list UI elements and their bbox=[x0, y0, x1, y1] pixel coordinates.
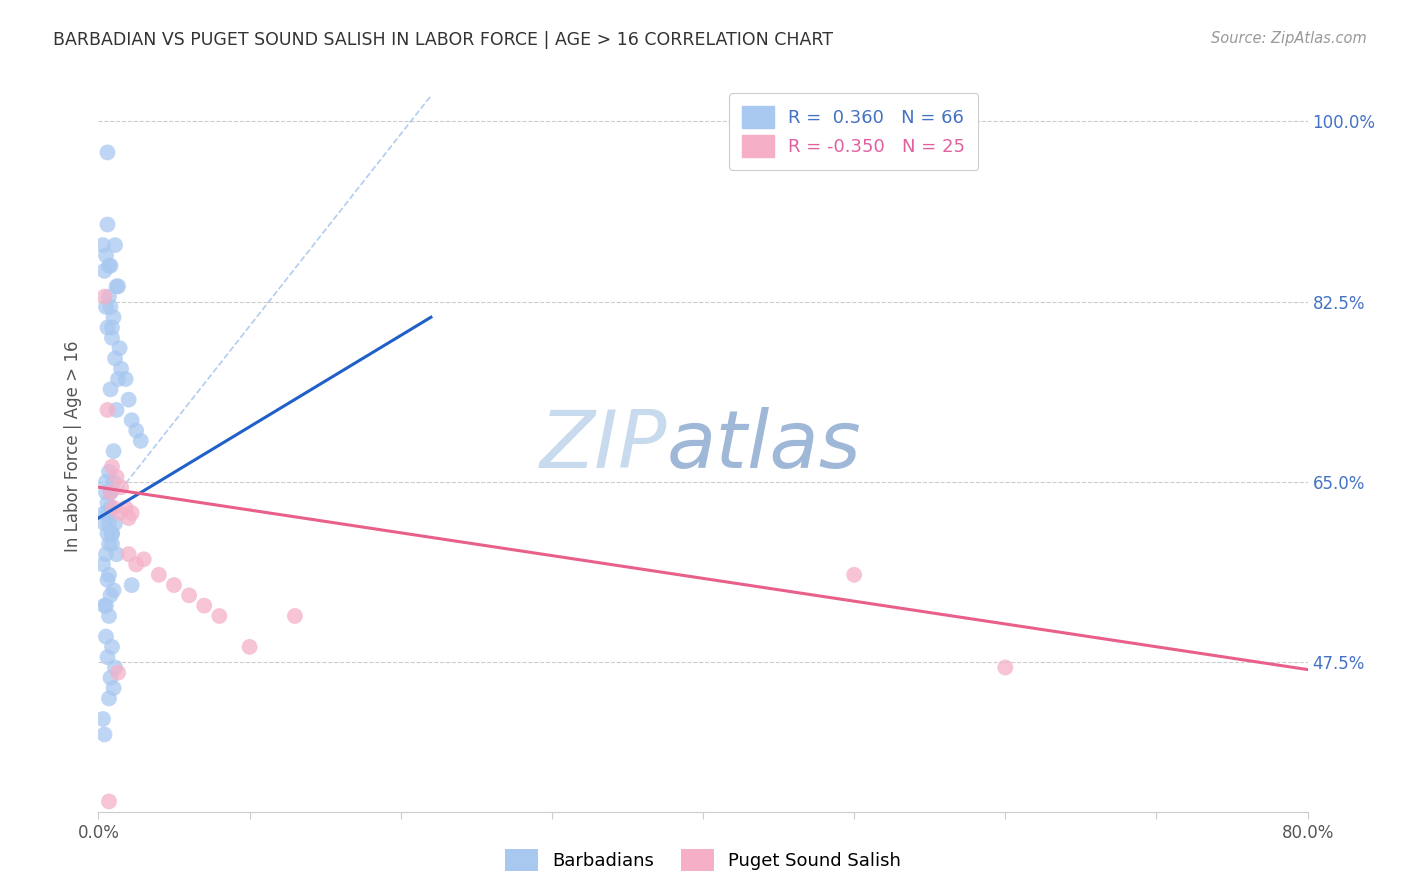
Point bbox=[98, 537, 121, 551]
Point bbox=[98, 516, 121, 531]
Point bbox=[118, 511, 141, 525]
Point bbox=[193, 599, 215, 613]
Point bbox=[104, 238, 127, 252]
Point bbox=[107, 279, 129, 293]
Point bbox=[100, 382, 122, 396]
Point bbox=[101, 320, 124, 334]
Point bbox=[125, 558, 148, 572]
Point bbox=[104, 660, 127, 674]
Point bbox=[100, 485, 122, 500]
Point bbox=[96, 320, 118, 334]
Point bbox=[163, 578, 186, 592]
Point bbox=[96, 218, 118, 232]
Point bbox=[103, 583, 125, 598]
Text: Source: ZipAtlas.com: Source: ZipAtlas.com bbox=[1211, 31, 1367, 46]
Point bbox=[101, 459, 124, 474]
Point bbox=[96, 496, 118, 510]
Point bbox=[108, 506, 131, 520]
Point bbox=[118, 392, 141, 407]
Point bbox=[118, 547, 141, 561]
Point bbox=[107, 372, 129, 386]
Point bbox=[105, 279, 128, 293]
Point bbox=[132, 552, 155, 566]
Point bbox=[94, 547, 117, 561]
Point bbox=[103, 444, 125, 458]
Point bbox=[100, 588, 122, 602]
Point bbox=[94, 485, 117, 500]
Point bbox=[284, 609, 307, 624]
Point bbox=[105, 403, 128, 417]
Point bbox=[98, 465, 121, 479]
Point bbox=[94, 248, 117, 262]
Point bbox=[125, 424, 148, 438]
Point bbox=[96, 403, 118, 417]
Point bbox=[179, 588, 201, 602]
Point bbox=[101, 640, 124, 654]
Point bbox=[100, 485, 122, 500]
Point bbox=[98, 691, 121, 706]
Point bbox=[100, 671, 122, 685]
Point bbox=[103, 500, 125, 515]
Point bbox=[98, 609, 121, 624]
Point bbox=[105, 470, 128, 484]
Point bbox=[96, 145, 118, 160]
Point bbox=[91, 238, 114, 252]
Legend: R =  0.360   N = 66, R = -0.350   N = 25: R = 0.360 N = 66, R = -0.350 N = 25 bbox=[728, 93, 979, 169]
Point bbox=[129, 434, 152, 448]
Point bbox=[96, 506, 118, 520]
Point bbox=[844, 567, 866, 582]
Point bbox=[96, 573, 118, 587]
Point bbox=[100, 300, 122, 314]
Point bbox=[108, 341, 131, 355]
Point bbox=[114, 500, 136, 515]
Point bbox=[121, 578, 143, 592]
Point bbox=[100, 259, 122, 273]
Point bbox=[94, 475, 117, 489]
Point bbox=[93, 290, 115, 304]
Point bbox=[94, 630, 117, 644]
Legend: Barbadians, Puget Sound Salish: Barbadians, Puget Sound Salish bbox=[498, 842, 908, 879]
Point bbox=[101, 526, 124, 541]
Point bbox=[93, 264, 115, 278]
Point bbox=[93, 599, 115, 613]
Point bbox=[121, 413, 143, 427]
Point bbox=[91, 558, 114, 572]
Point bbox=[98, 259, 121, 273]
Point bbox=[101, 331, 124, 345]
Point bbox=[98, 290, 121, 304]
Point bbox=[208, 609, 231, 624]
Text: ZIP: ZIP bbox=[540, 407, 666, 485]
Point bbox=[98, 794, 121, 808]
Point bbox=[96, 526, 118, 541]
Text: atlas: atlas bbox=[666, 407, 862, 485]
Point bbox=[94, 300, 117, 314]
Point bbox=[93, 506, 115, 520]
Point bbox=[105, 547, 128, 561]
Point bbox=[148, 567, 170, 582]
Point bbox=[110, 361, 132, 376]
Point bbox=[110, 480, 132, 494]
Point bbox=[101, 537, 124, 551]
Point bbox=[96, 650, 118, 665]
Point bbox=[121, 506, 143, 520]
Point bbox=[104, 351, 127, 366]
Point bbox=[94, 599, 117, 613]
Point bbox=[93, 516, 115, 531]
Point bbox=[91, 712, 114, 726]
Point bbox=[98, 567, 121, 582]
Point bbox=[93, 727, 115, 741]
Point bbox=[239, 640, 262, 654]
Point bbox=[103, 310, 125, 325]
Point bbox=[103, 475, 125, 489]
Point bbox=[994, 660, 1017, 674]
Point bbox=[100, 500, 122, 515]
Point bbox=[114, 372, 136, 386]
Point bbox=[103, 681, 125, 695]
Point bbox=[107, 665, 129, 680]
Y-axis label: In Labor Force | Age > 16: In Labor Force | Age > 16 bbox=[65, 340, 83, 552]
Text: BARBADIAN VS PUGET SOUND SALISH IN LABOR FORCE | AGE > 16 CORRELATION CHART: BARBADIAN VS PUGET SOUND SALISH IN LABOR… bbox=[53, 31, 834, 49]
Point bbox=[101, 526, 124, 541]
Point bbox=[104, 516, 127, 531]
